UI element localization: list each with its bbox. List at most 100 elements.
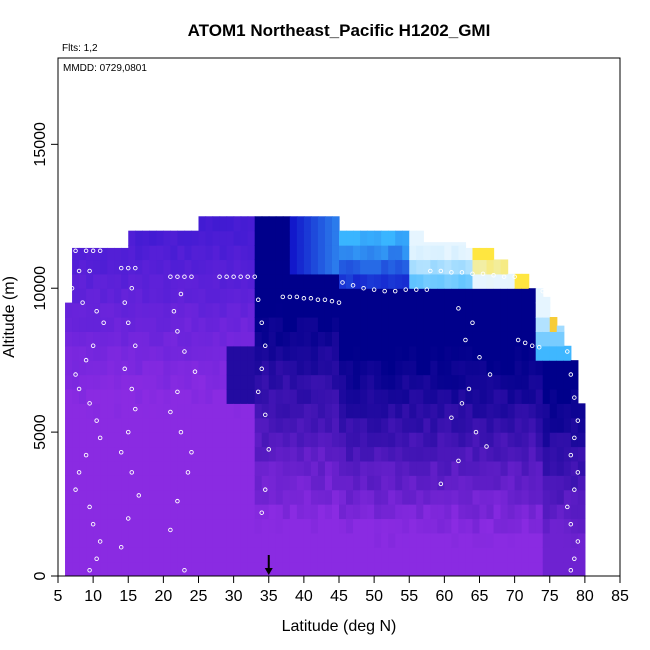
curtain-cell — [247, 345, 256, 361]
curtain-cell — [367, 489, 375, 505]
curtain-cell — [324, 475, 333, 491]
curtain-cell — [65, 302, 73, 318]
curtain-cell — [170, 302, 179, 318]
curtain-cell — [240, 518, 249, 534]
curtain-cell — [226, 561, 235, 576]
curtain-cell — [402, 446, 410, 462]
flight-track-point — [575, 539, 581, 544]
curtain-cell — [233, 288, 242, 304]
curtain-cell — [535, 331, 544, 347]
curtain-cell — [423, 388, 431, 404]
curtain-cell — [339, 561, 347, 576]
curtain-cell — [451, 360, 460, 376]
curtain-cell — [93, 345, 101, 361]
curtain-cell — [310, 460, 319, 476]
curtain-cell — [128, 273, 136, 289]
curtain-cell — [156, 230, 164, 246]
curtain-cell — [198, 288, 207, 304]
curtain-cell — [114, 388, 122, 404]
curtain-cell — [465, 302, 474, 318]
curtain-cell — [367, 446, 375, 462]
curtain-cell — [381, 259, 389, 275]
curtain-cell — [226, 345, 235, 361]
curtain-cell — [437, 417, 445, 433]
curtain-cell — [451, 475, 460, 491]
curtain-cell — [353, 561, 361, 576]
curtain-cell — [402, 460, 410, 476]
curtain-cell — [128, 245, 136, 261]
curtain-cell — [191, 273, 200, 289]
curtain-cell — [128, 446, 136, 462]
curtain-cell — [310, 388, 319, 404]
curtain-cell — [191, 345, 200, 361]
curtain-cell — [360, 388, 368, 404]
curtain-cell — [121, 388, 129, 404]
curtain-cell — [65, 331, 73, 347]
curtain-cell — [535, 374, 544, 390]
curtain-cell — [198, 317, 207, 332]
curtain-cell — [430, 446, 438, 462]
curtain-cell — [303, 518, 312, 534]
curtain-cell — [79, 475, 87, 491]
curtain-cell — [205, 374, 214, 390]
flight-track-point — [428, 268, 433, 274]
curtain-cell — [303, 547, 312, 563]
curtain-cell — [500, 518, 509, 534]
curtain-cell — [324, 460, 333, 476]
curtain-cell — [324, 331, 333, 347]
curtain-cell — [402, 417, 410, 433]
curtain-cell — [289, 417, 298, 433]
curtain-cell — [360, 489, 368, 505]
curtain-cell — [65, 417, 73, 433]
curtain-cell — [163, 245, 172, 261]
curtain-cell — [128, 374, 136, 390]
curtain-cell — [310, 475, 319, 491]
flight-track-point — [129, 285, 135, 291]
curtain-cell — [226, 489, 235, 505]
curtain-cell — [437, 360, 445, 376]
curtain-cell — [261, 417, 270, 433]
curtain-cell — [346, 504, 354, 520]
curtain-cell — [93, 518, 101, 534]
curtain-cell — [240, 504, 249, 520]
curtain-cell — [219, 216, 228, 232]
curtain-cell — [191, 302, 200, 318]
curtain-cell — [296, 417, 305, 433]
curtain-cell — [430, 345, 438, 361]
curtain-cell — [198, 259, 207, 275]
curtain-cell — [367, 288, 375, 304]
x-axis-title: Latitude (deg N) — [282, 618, 397, 635]
curtain-cell — [128, 317, 136, 332]
curtain-cell — [346, 288, 354, 304]
curtain-cell — [430, 374, 438, 390]
flight-track-point — [414, 287, 419, 292]
curtain-cell — [486, 489, 495, 505]
curtain-cell — [458, 475, 467, 491]
curtain-cell — [184, 489, 193, 505]
flight-track-point — [294, 294, 300, 300]
curtain-cell — [86, 288, 94, 304]
curtain-cell — [191, 518, 200, 534]
curtain-cell — [268, 432, 277, 448]
curtain-cell — [437, 317, 445, 332]
curtain-cell — [381, 460, 389, 476]
curtain-cell — [177, 317, 186, 332]
curtain-cell — [514, 532, 523, 548]
curtain-cell — [409, 532, 417, 548]
curtain-cell — [360, 518, 368, 534]
curtain-cell — [93, 331, 101, 347]
curtain-cell — [353, 302, 361, 318]
curtain-cell — [542, 302, 551, 318]
curtain-cell — [310, 532, 319, 548]
x-tick-label: 85 — [611, 588, 629, 605]
curtain-cell — [149, 561, 157, 576]
curtain-cell — [324, 489, 333, 505]
curtain-cell — [72, 288, 80, 304]
curtain-cell — [472, 374, 481, 390]
curtain-cell — [317, 302, 326, 318]
curtain-cell — [458, 345, 467, 361]
curtain-cell — [444, 518, 452, 534]
curtain-cell — [556, 417, 565, 433]
curtain-cell — [254, 475, 263, 491]
curtain-cell — [233, 504, 242, 520]
